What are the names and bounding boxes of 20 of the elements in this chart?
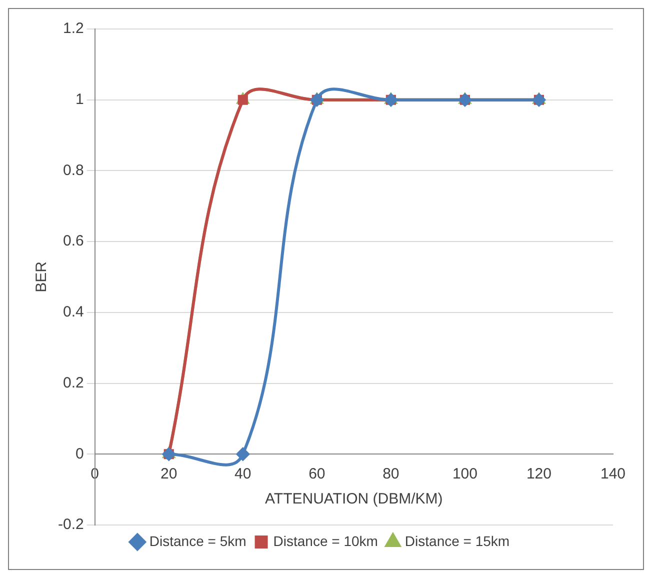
x-tick-label: 40 [234,465,252,482]
x-tick-label: 140 [600,465,626,482]
x-axis-title: ATTENUATION (DBM/KM) [265,490,443,508]
legend-label: Distance = 15km [404,532,510,549]
y-tick-label: 0.6 [62,232,84,250]
legend-label: Distance = 5km [149,532,246,549]
y-tick-label: 1.2 [62,20,84,38]
x-tick-label: 20 [160,465,178,482]
y-tick-label: -0.2 [58,516,84,534]
y-tick-label: 0.8 [62,162,84,179]
legend-label: Distance = 10km [273,532,378,549]
x-tick-label: 120 [526,465,552,482]
y-tick-label: 0.4 [62,304,84,321]
y-tick-label: 0 [76,445,84,462]
y-axis-title: BER [33,261,50,292]
y-tick-label: 0.2 [62,374,84,392]
x-tick-label: 80 [382,465,400,482]
y-tick-label: 1 [76,91,84,108]
x-tick-label: 60 [308,465,326,482]
x-tick-label: 100 [452,465,478,482]
